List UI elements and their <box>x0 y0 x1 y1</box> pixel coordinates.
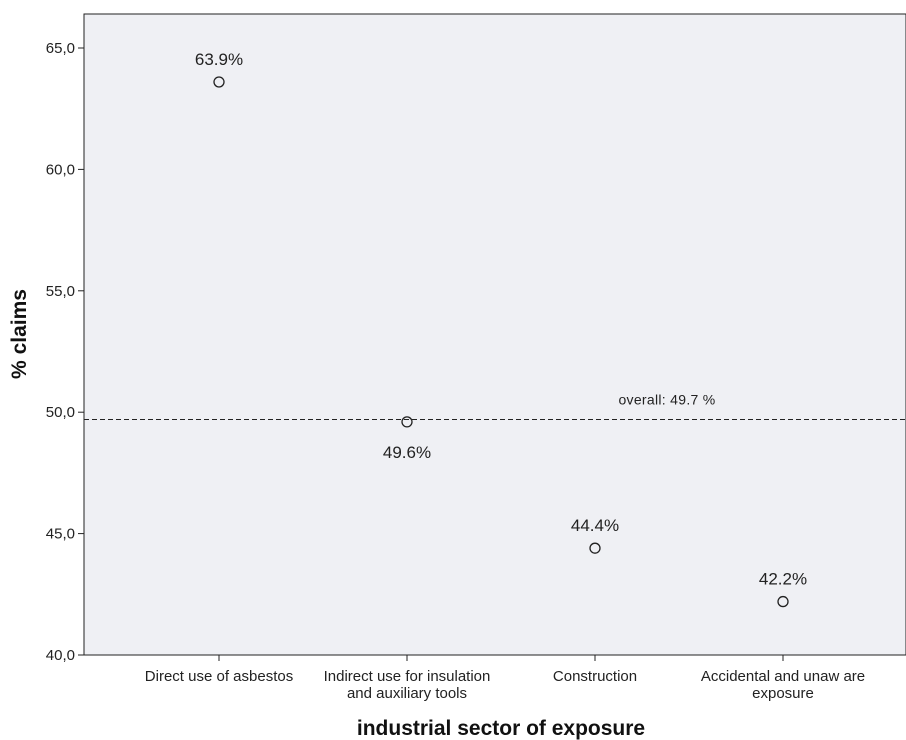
y-tick-label: 45,0 <box>46 526 75 543</box>
x-axis-title: industrial sector of exposure <box>357 717 645 740</box>
y-tick-label: 60,0 <box>46 161 75 178</box>
plot-area <box>83 13 906 656</box>
y-axis-title: % claims <box>8 289 31 379</box>
data-point <box>213 76 225 88</box>
data-label: 42.2% <box>759 570 807 589</box>
data-point <box>777 595 789 608</box>
y-tick-label: 55,0 <box>46 283 75 300</box>
y-tick-label: 50,0 <box>46 404 75 421</box>
data-point <box>589 542 601 554</box>
data-label: 49.6% <box>383 443 431 462</box>
x-category-label: Direct use of asbestos <box>145 668 293 685</box>
x-category-label: Indirect use for insulation and auxiliary… <box>324 668 491 702</box>
x-category-label: Construction <box>553 668 637 685</box>
reference-line-label: overall: 49.7 % <box>618 391 715 407</box>
x-axis: Direct use of asbestos Indirect use for i… <box>145 655 865 702</box>
x-category-label: Accidental and unaw are exposure <box>701 668 865 702</box>
data-points: 63.9% 49.6% 44.4% 42.2% <box>195 50 807 608</box>
y-tick-label: 40,0 <box>46 647 75 664</box>
y-tick-label: 65,0 <box>46 40 75 57</box>
y-axis: 40,0 45,0 50,0 55,0 60,0 65,0 <box>46 40 84 664</box>
data-label: 63.9% <box>195 50 243 69</box>
reference-line-group: overall: 49.7 % <box>84 391 906 420</box>
data-label: 44.4% <box>571 516 619 535</box>
data-point <box>401 416 413 428</box>
